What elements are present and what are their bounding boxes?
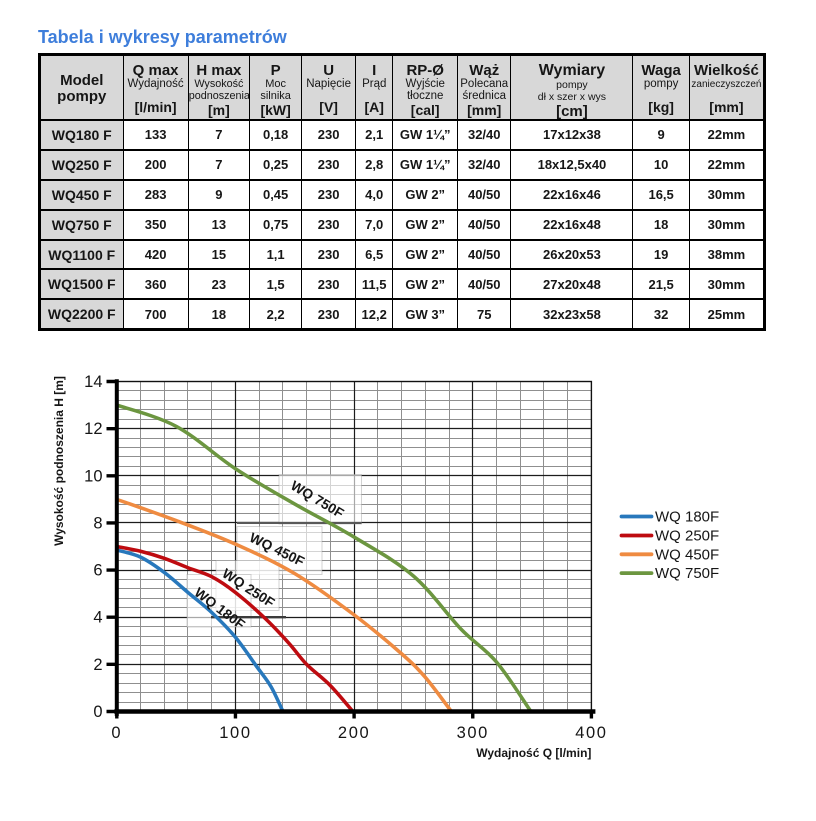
svg-text:Wysokość podnoszenia H [m]: Wysokość podnoszenia H [m] — [52, 376, 66, 546]
svg-text:200: 200 — [338, 724, 370, 742]
svg-text:4: 4 — [93, 609, 102, 627]
svg-text:8: 8 — [93, 514, 102, 532]
svg-text:WQ 250F: WQ 250F — [655, 528, 719, 545]
svg-text:6: 6 — [93, 562, 102, 580]
svg-text:WQ 450F: WQ 450F — [655, 546, 719, 563]
svg-text:Wydajność Q [l/min]: Wydajność Q [l/min] — [476, 746, 591, 760]
svg-text:2: 2 — [93, 656, 102, 674]
svg-text:10: 10 — [84, 467, 102, 485]
svg-text:100: 100 — [219, 724, 251, 742]
svg-text:400: 400 — [575, 724, 607, 742]
svg-text:14: 14 — [84, 373, 102, 391]
svg-text:300: 300 — [457, 724, 489, 742]
svg-text:WQ 180F: WQ 180F — [655, 509, 719, 526]
svg-text:0: 0 — [93, 703, 102, 721]
svg-text:12: 12 — [84, 420, 102, 438]
svg-text:0: 0 — [111, 724, 122, 742]
svg-text:WQ 750F: WQ 750F — [655, 565, 719, 582]
